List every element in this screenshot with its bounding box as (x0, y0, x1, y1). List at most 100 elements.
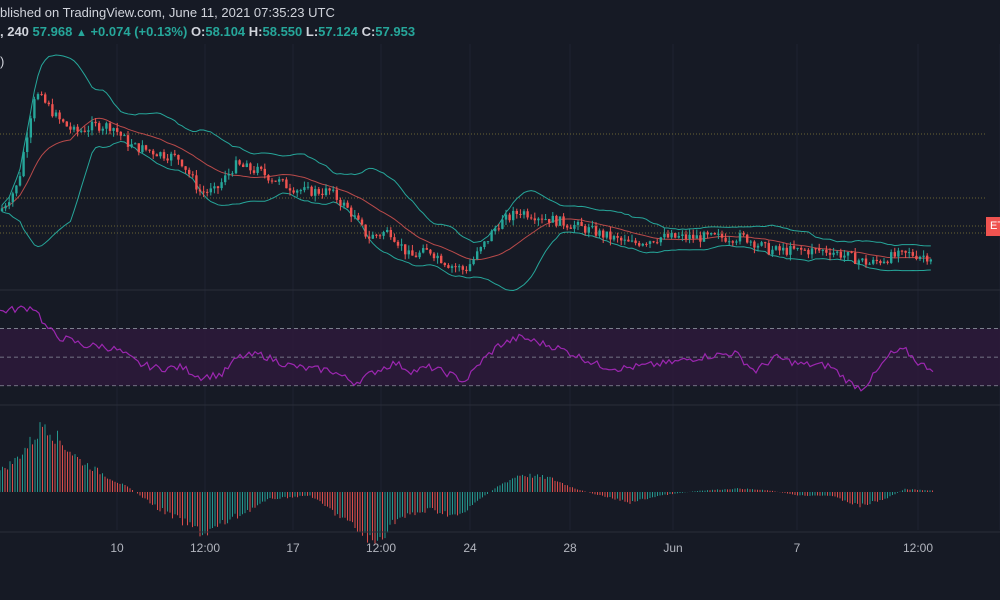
candle-body (728, 241, 731, 243)
candle-body (494, 228, 497, 232)
candle-body (310, 186, 313, 196)
candle-body (562, 216, 565, 226)
candle-body (173, 153, 176, 155)
candle-body (706, 232, 709, 235)
candle-body (731, 241, 734, 243)
x-tick-label: 12:00 (903, 541, 933, 555)
candle-body (760, 242, 763, 246)
candle-body (440, 255, 443, 264)
candle-body (400, 244, 403, 246)
candle-body (897, 250, 900, 257)
candle-body (375, 234, 378, 236)
candle-body (299, 190, 302, 192)
candle-body (720, 233, 724, 238)
candle-body (609, 231, 612, 240)
candle-body (641, 243, 644, 246)
candle-body (612, 236, 616, 240)
candle-body (659, 237, 662, 243)
candle-body (843, 255, 846, 258)
candle-body (861, 258, 864, 261)
candle-body (152, 150, 155, 155)
candle-body (854, 252, 857, 264)
candle-body (616, 236, 619, 238)
candle-body (868, 263, 871, 265)
candle-body (699, 235, 702, 242)
candle-body (209, 188, 212, 193)
candle-body (566, 225, 569, 228)
candle-body (584, 226, 587, 233)
candle-body (342, 202, 346, 206)
candle-body (555, 215, 558, 226)
candle-body (922, 255, 925, 257)
candle-body (519, 213, 522, 215)
candle-body (836, 251, 839, 253)
high-value: 58.550 (262, 24, 303, 39)
publish-info: blished on TradingView.com, June 11, 202… (0, 3, 335, 22)
low-value: 57.124 (318, 24, 358, 39)
candle-body (605, 231, 608, 238)
x-tick-label: 24 (463, 541, 477, 555)
candle-body (807, 249, 810, 255)
candle-body (591, 226, 594, 228)
candle-body (573, 224, 576, 229)
candle-body (803, 249, 806, 251)
candle-body (666, 233, 670, 238)
candle-body (530, 217, 533, 219)
rsi-line (0, 305, 934, 392)
candle-body (148, 149, 151, 151)
candle-body (170, 153, 173, 161)
candle-body (396, 241, 400, 246)
candle-body (159, 152, 162, 157)
candle-body (486, 241, 490, 243)
candle-body (512, 210, 515, 221)
candle-body (238, 160, 241, 165)
candle-body (753, 241, 756, 248)
candle-body (785, 247, 788, 255)
candle-body (483, 241, 486, 248)
candle-body (278, 179, 281, 182)
candle-body (648, 241, 652, 244)
candle-body (166, 158, 169, 161)
candlestick-series (0, 91, 932, 275)
candle-body (926, 255, 929, 262)
high-label: H: (248, 24, 263, 39)
candle-body (386, 230, 389, 233)
candle-body (656, 242, 659, 244)
candle-body (231, 173, 234, 175)
candle-body (360, 219, 364, 225)
close-value: 57.953 (375, 24, 416, 39)
candle-body (684, 234, 688, 239)
candle-body (886, 261, 889, 263)
candle-body (576, 221, 580, 225)
chart-grid (0, 44, 1000, 530)
candle-body (101, 128, 104, 131)
candle-body (65, 121, 68, 127)
x-tick-label: Jun (663, 541, 682, 555)
candle-body (465, 269, 468, 272)
candle-body (627, 239, 630, 242)
candle-body (108, 123, 112, 131)
candle-body (443, 263, 446, 266)
interval-label: , 240 (0, 24, 29, 39)
candle-body (177, 154, 180, 160)
candle-body (188, 169, 191, 175)
candle-body (26, 137, 29, 153)
candle-body (425, 248, 428, 250)
candle-body (317, 189, 320, 194)
open-value: 58.104 (205, 24, 246, 39)
candle-body (782, 247, 785, 251)
publish-text: blished on TradingView.com, June 11, 202… (0, 5, 335, 20)
candle-body (90, 121, 94, 131)
candle-body (821, 249, 824, 251)
candle-body (368, 236, 371, 239)
candle-body (908, 252, 911, 254)
candle-body (407, 250, 410, 255)
candle-body (490, 231, 493, 242)
candle-body (94, 121, 97, 124)
candle-body (234, 160, 238, 174)
candle-body (335, 189, 338, 200)
candle-body (404, 244, 407, 255)
candle-body (292, 190, 295, 193)
candle-body (11, 193, 14, 203)
